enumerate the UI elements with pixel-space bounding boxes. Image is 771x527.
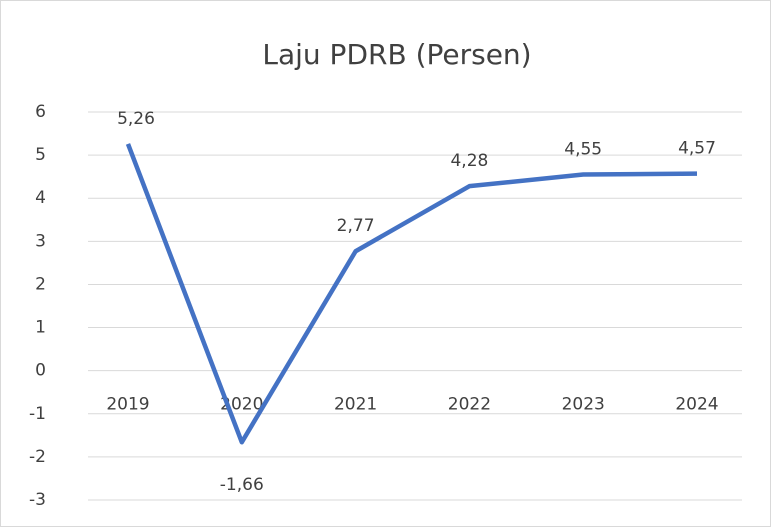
y-tick-label: -3	[29, 490, 46, 510]
data-label: 4,55	[564, 140, 602, 160]
data-label: 2,77	[337, 216, 375, 236]
data-label: 4,28	[450, 151, 488, 171]
y-tick-label: 6	[35, 102, 46, 122]
y-tick-label: 2	[35, 274, 46, 294]
y-tick-label: 3	[35, 231, 46, 251]
y-tick-label: -2	[29, 447, 46, 467]
x-tick-label: 2021	[334, 395, 377, 415]
x-tick-label: 2022	[448, 395, 491, 415]
data-line	[125, 143, 698, 445]
y-tick-label: -1	[29, 404, 46, 424]
y-tick-label: 4	[35, 188, 46, 208]
data-label: 4,57	[678, 139, 716, 159]
data-label: -1,66	[220, 475, 264, 495]
x-tick-label: 2023	[562, 395, 605, 415]
x-tick-label: 2019	[106, 395, 149, 415]
y-tick-label: 0	[35, 361, 46, 381]
chart-title: Laju PDRB (Persen)	[262, 38, 531, 71]
y-tick-label: 5	[35, 145, 46, 165]
data-label: 5,26	[117, 109, 155, 129]
x-tick-label: 2024	[675, 395, 718, 415]
y-tick-label: 1	[35, 318, 46, 338]
